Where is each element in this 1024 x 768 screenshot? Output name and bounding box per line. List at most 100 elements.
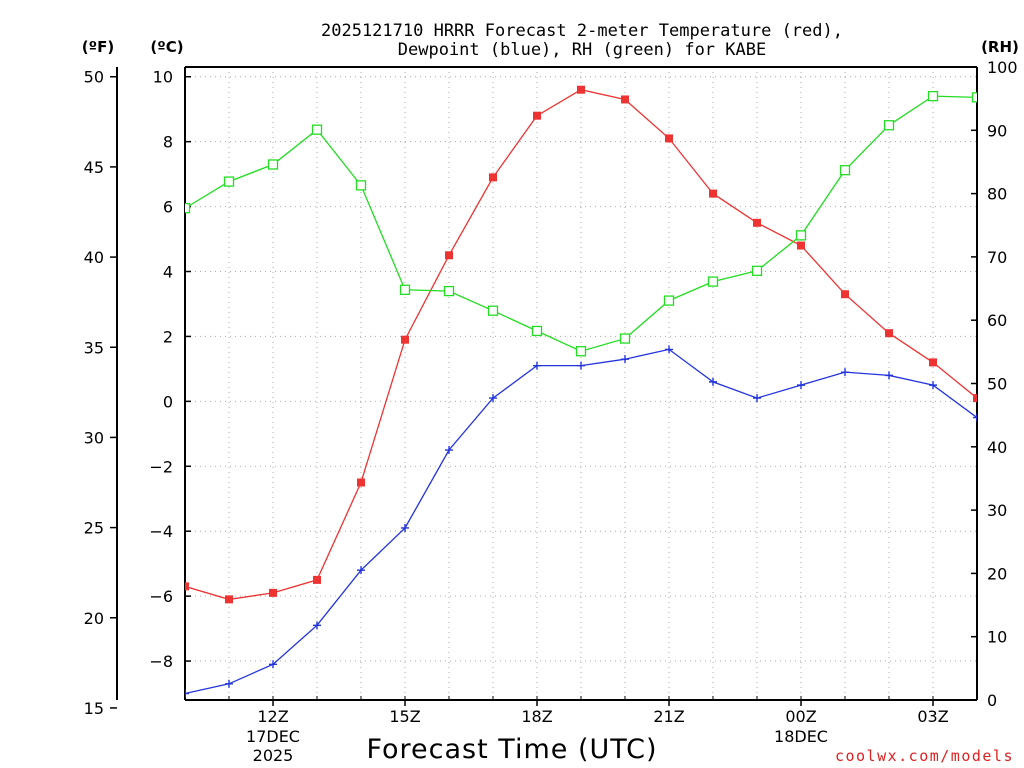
fahrenheit-tick-label: 45	[84, 158, 104, 177]
temperature-point	[225, 595, 233, 604]
x-tick-label: 03Z	[917, 707, 948, 726]
dewpoint-point	[753, 394, 761, 403]
chart-title-line2: Dewpoint (blue), RH (green) for KABE	[398, 40, 766, 60]
temperature-point	[445, 251, 453, 260]
fahrenheit-tick-label: 50	[84, 68, 104, 87]
temperature-point	[885, 329, 893, 338]
celsius-tick-label: −2	[149, 457, 173, 476]
temperature-point	[665, 134, 673, 143]
rh-point	[619, 333, 631, 344]
rh-point	[663, 295, 675, 306]
dewpoint-point	[797, 381, 805, 390]
credit-text: coolwx.com/models	[835, 747, 1014, 765]
temperature-point	[841, 290, 849, 299]
rh-tick-label: 100	[987, 58, 1018, 77]
dewpoint-point	[185, 689, 189, 698]
dewpoint-point	[973, 413, 977, 422]
celsius-tick-label: −4	[149, 522, 173, 541]
left-inner-unit-label: (ºC)	[150, 38, 183, 56]
rh-tick-label: 40	[987, 438, 1007, 457]
temperature-point	[269, 588, 277, 597]
rh-point	[707, 276, 719, 287]
rh-point	[795, 230, 807, 241]
x-tick-date: 17DEC	[246, 727, 300, 746]
rh-point	[927, 90, 939, 102]
temperature-point	[929, 358, 937, 367]
celsius-tick-label: 8	[163, 133, 173, 152]
fahrenheit-tick-label: 30	[84, 428, 104, 447]
rh-tick-label: 60	[987, 311, 1007, 330]
temperature-point	[357, 478, 365, 487]
grid-lines	[184, 67, 978, 700]
rh-tick-label: 90	[987, 121, 1007, 140]
data-series	[185, 85, 977, 698]
temperature-point	[753, 218, 761, 227]
temperature-point	[577, 85, 585, 94]
dewpoint-point	[885, 371, 893, 380]
rh-point	[185, 203, 191, 214]
celsius-tick-label: 0	[163, 392, 173, 411]
dewpoint-point	[621, 355, 629, 364]
rh-point	[223, 176, 235, 187]
rh-tick-label: 80	[987, 185, 1007, 204]
rh-point	[971, 92, 977, 103]
dewpoint-point	[225, 679, 233, 688]
temperature-point	[313, 575, 321, 584]
dewpoint-point	[401, 523, 409, 532]
fahrenheit-tick-label: 20	[84, 609, 104, 628]
celsius-tick-label: −6	[149, 587, 173, 606]
dewpoint-point	[357, 566, 365, 575]
x-tick-date: 18DEC	[774, 727, 828, 746]
celsius-tick-label: 2	[163, 327, 173, 346]
dewpoint-point	[269, 660, 277, 669]
series-temperature	[185, 85, 977, 604]
celsius-tick-label: −8	[149, 652, 173, 671]
rh-point	[443, 285, 455, 297]
dewpoint-point	[709, 377, 717, 386]
series-dewpoint	[185, 345, 977, 698]
temperature-point	[185, 582, 189, 591]
x-tick-label: 00Z	[785, 707, 816, 726]
rh-tick-label: 20	[987, 564, 1007, 583]
dewpoint-point	[665, 345, 673, 354]
rh-tick-label: 10	[987, 628, 1007, 647]
x-tick-year: 2025	[253, 746, 294, 765]
temperature-point	[533, 111, 541, 120]
celsius-tick-label: 4	[163, 263, 173, 282]
right-unit-label: (RH)	[981, 38, 1019, 56]
dewpoint-point	[841, 368, 849, 377]
temperature-point	[973, 394, 977, 403]
x-tick-label: 21Z	[653, 707, 684, 726]
rh-point	[839, 165, 851, 176]
rh-point	[751, 265, 763, 276]
fahrenheit-tick-label: 15	[84, 699, 104, 718]
rh-point	[311, 124, 323, 135]
rh-tick-label: 50	[987, 375, 1007, 394]
temperature-point	[709, 189, 717, 198]
rh-point	[399, 284, 411, 295]
temperature-point	[489, 173, 497, 182]
chart-title-line1: 2025121710 HRRR Forecast 2-meter Tempera…	[321, 21, 843, 41]
x-axis-label: Forecast Time (UTC)	[366, 734, 657, 765]
dewpoint-point	[313, 621, 321, 630]
dewpoint-point	[577, 361, 585, 370]
celsius-tick-label: 6	[163, 198, 173, 217]
rh-tick-label: 30	[987, 501, 1007, 520]
series-rh	[185, 90, 977, 357]
rh-tick-label: 0	[987, 691, 997, 710]
left-outer-unit-label: (ºF)	[82, 38, 114, 56]
rh-point	[531, 325, 543, 337]
fahrenheit-tick-label: 35	[84, 338, 104, 357]
dewpoint-point	[445, 446, 453, 455]
x-tick-label: 12Z	[257, 707, 288, 726]
rh-point	[355, 180, 367, 191]
celsius-tick-label: 10	[153, 68, 173, 87]
rh-tick-label: 70	[987, 248, 1007, 267]
dewpoint-point	[489, 394, 497, 403]
axes: −8−6−4−202468101520253035404550010203040…	[84, 58, 1018, 765]
x-tick-label: 15Z	[389, 707, 420, 726]
temperature-point	[797, 241, 805, 250]
dewpoint-point	[533, 361, 541, 370]
fahrenheit-tick-label: 25	[84, 519, 104, 538]
